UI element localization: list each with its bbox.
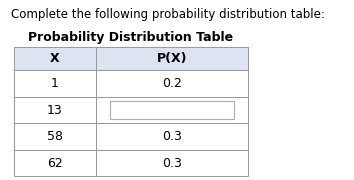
Bar bbox=[14, 123, 96, 150]
Text: P(X): P(X) bbox=[156, 52, 187, 65]
Bar bbox=[96, 70, 248, 97]
Bar bbox=[14, 97, 96, 123]
Bar bbox=[96, 123, 248, 150]
Bar bbox=[96, 97, 248, 123]
Text: 0.3: 0.3 bbox=[162, 130, 182, 143]
Bar bbox=[110, 101, 234, 119]
Text: 13: 13 bbox=[47, 104, 63, 117]
Text: 62: 62 bbox=[47, 157, 63, 170]
Bar bbox=[96, 150, 248, 176]
Bar bbox=[96, 47, 248, 70]
Bar bbox=[14, 47, 96, 70]
Text: Probability Distribution Table: Probability Distribution Table bbox=[28, 31, 233, 44]
Text: 58: 58 bbox=[47, 130, 63, 143]
Text: 1: 1 bbox=[51, 77, 59, 90]
Text: 0.2: 0.2 bbox=[162, 77, 182, 90]
Text: 0.3: 0.3 bbox=[162, 157, 182, 170]
Text: X: X bbox=[50, 52, 60, 65]
Bar bbox=[14, 150, 96, 176]
Text: Complete the following probability distribution table:: Complete the following probability distr… bbox=[11, 8, 325, 21]
Bar bbox=[14, 70, 96, 97]
